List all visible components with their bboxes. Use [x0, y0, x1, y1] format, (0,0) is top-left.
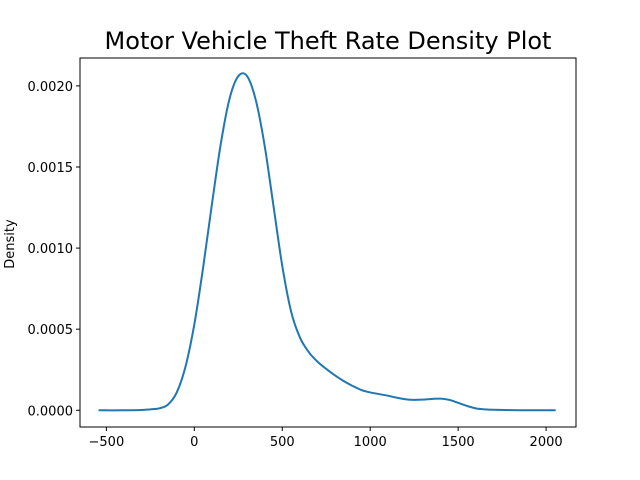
y-tick-label: 0.0010: [28, 242, 74, 257]
chart-title: Motor Vehicle Theft Rate Density Plot: [105, 27, 552, 55]
x-tick-label: 0: [190, 435, 198, 450]
x-tick-label: 2000: [530, 435, 563, 450]
density-curve-line: [98, 72, 556, 412]
x-tick-label: 1500: [442, 435, 475, 450]
x-tick-label: −500: [89, 435, 125, 450]
y-tick-label: 0.0015: [28, 161, 74, 176]
y-tick-label: 0.0000: [28, 404, 74, 419]
x-tick-label: 500: [270, 435, 295, 450]
y-axis-label: Density: [3, 219, 18, 269]
x-axis-ticks: −500 0 500 1000 1500 2000: [89, 427, 563, 450]
y-tick-label: 0.0020: [28, 80, 74, 95]
x-tick-label: 1000: [354, 435, 387, 450]
y-tick-label: 0.0005: [28, 323, 74, 338]
y-axis-ticks: 0.0000 0.0005 0.0010 0.0015 0.0020: [28, 80, 80, 419]
plot-area-frame: [79, 57, 577, 428]
